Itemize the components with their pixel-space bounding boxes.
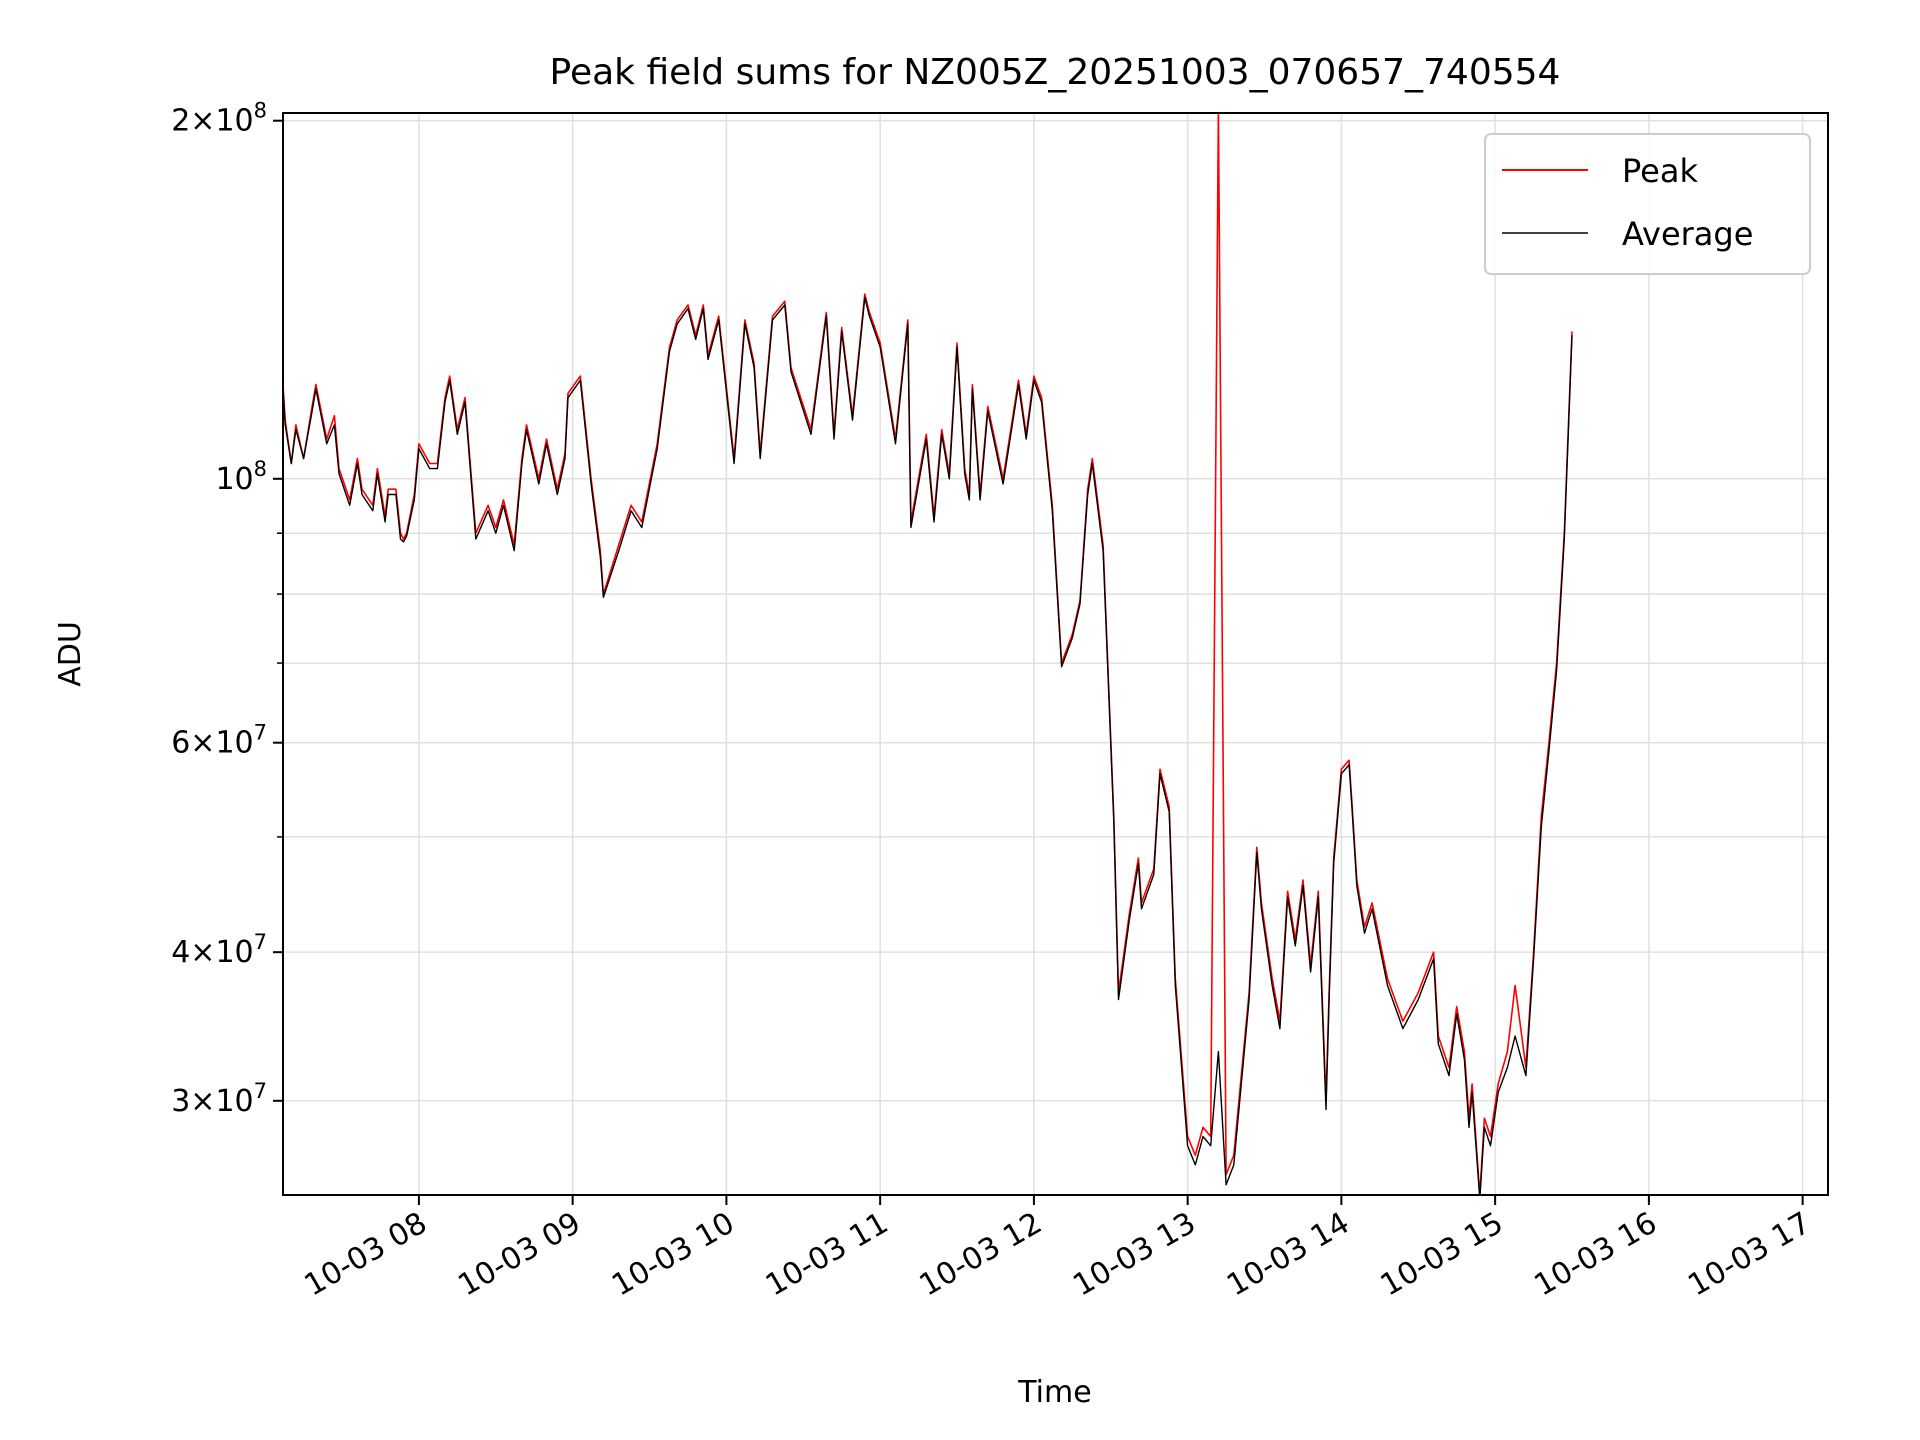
y-tick-label: 3×107 <box>171 1079 267 1119</box>
chart-title: Peak field sums for NZ005Z_20251003_0706… <box>550 52 1561 93</box>
y-tick-label: 6×107 <box>171 721 267 761</box>
y-tick-label: 4×107 <box>171 930 267 970</box>
x-axis-label: Time <box>1017 1375 1091 1410</box>
y-tick-label: 108 <box>215 457 267 497</box>
y-axis-label: ADU <box>53 621 88 687</box>
plot-frame <box>282 112 1829 1196</box>
series-line-average <box>283 296 1573 1195</box>
legend-label-average: Average <box>1622 215 1753 253</box>
y-tick-label: 2×108 <box>171 99 267 139</box>
y-axis: 3×107 4×107 6×107 108 2×108 <box>171 99 283 1119</box>
legend-label-peak: Peak <box>1622 152 1698 190</box>
grid <box>283 113 1828 1195</box>
legend: Peak Average <box>1484 133 1811 275</box>
series-layer <box>283 113 1573 1195</box>
